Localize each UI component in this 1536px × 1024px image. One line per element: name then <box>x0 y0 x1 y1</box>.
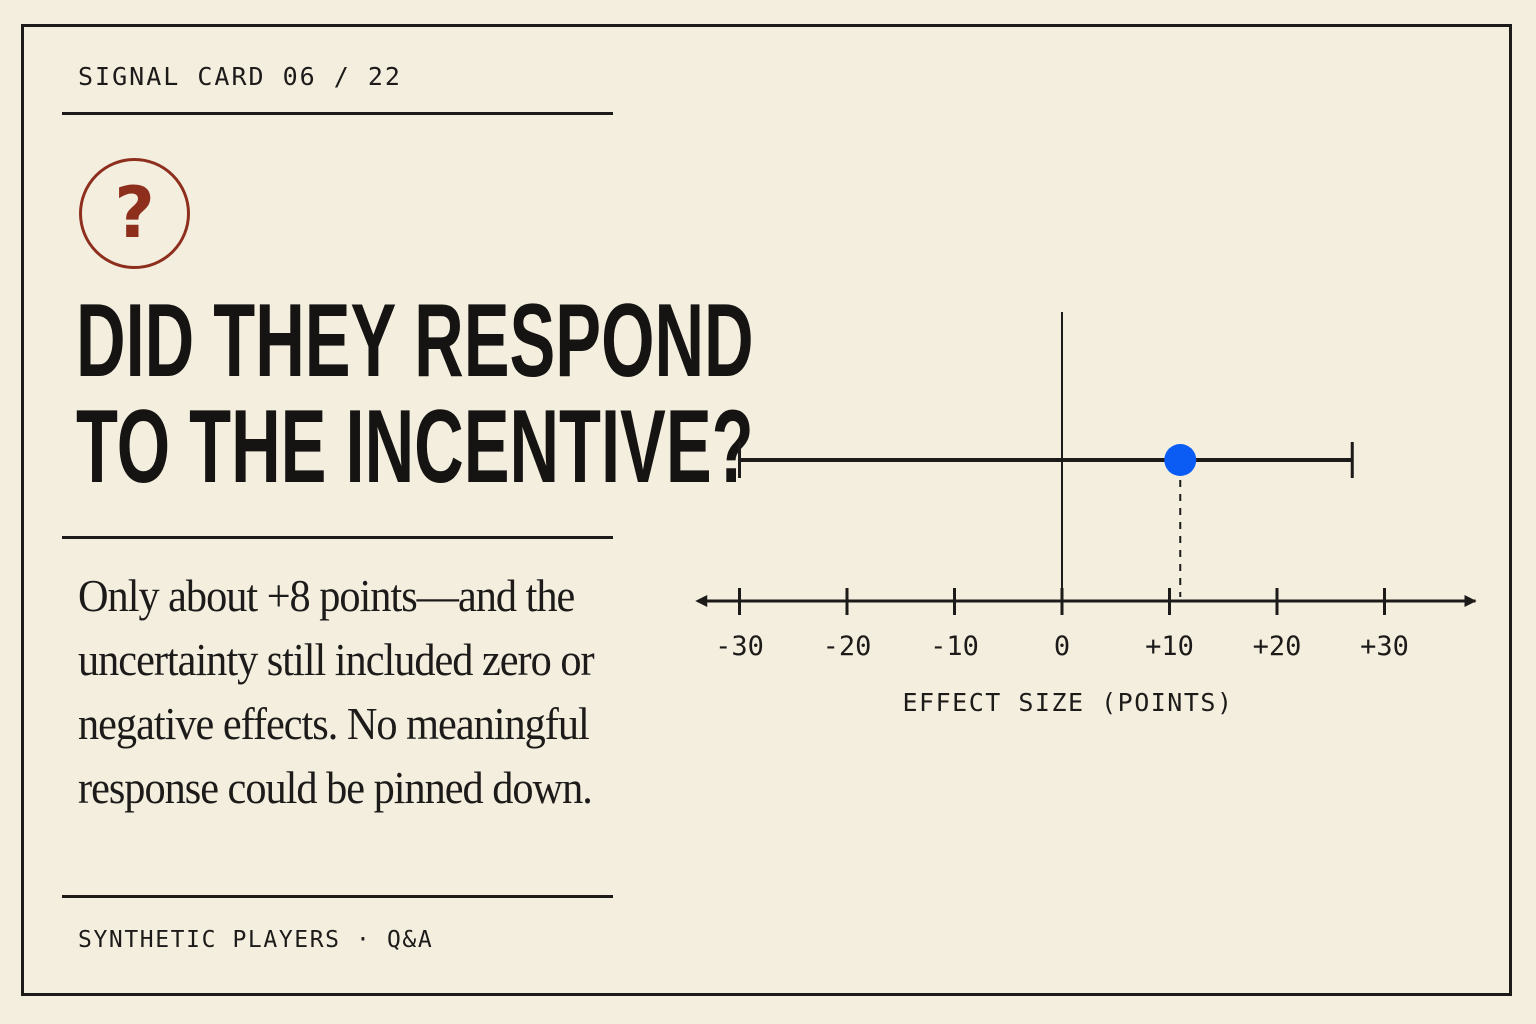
x-tick-label: -20 <box>823 631 872 662</box>
card-frame <box>21 24 1512 996</box>
x-tick-label: 0 <box>1054 631 1070 662</box>
x-tick-label: -10 <box>930 631 979 662</box>
x-tick-label: -30 <box>715 631 764 662</box>
x-axis-title: EFFECT SIZE (POINTS) <box>902 688 1233 717</box>
answer-line-1: Only about +8 points—and the <box>78 570 575 621</box>
answer-text: Only about +8 points—and the uncertainty… <box>78 564 595 820</box>
top-divider <box>62 112 613 115</box>
answer-line-4: response could be pinned down. <box>78 762 593 813</box>
x-tick-label: +30 <box>1360 631 1409 662</box>
bottom-divider <box>62 895 613 898</box>
x-axis-left-arrow <box>695 595 708 607</box>
answer-line-2: uncertainty still included zero or <box>78 634 595 685</box>
x-tick-label: +10 <box>1145 631 1194 662</box>
middle-divider <box>62 536 613 539</box>
answer-line-3: negative effects. No meaningful <box>78 698 590 749</box>
point-estimate-dot <box>1164 444 1197 476</box>
x-tick-label: +20 <box>1253 631 1302 662</box>
card-kicker: SIGNAL CARD 06 / 22 <box>78 62 402 91</box>
card-footer: SYNTHETIC PLAYERS · Q&A <box>78 927 434 953</box>
question-circle-icon: ? <box>79 158 190 269</box>
